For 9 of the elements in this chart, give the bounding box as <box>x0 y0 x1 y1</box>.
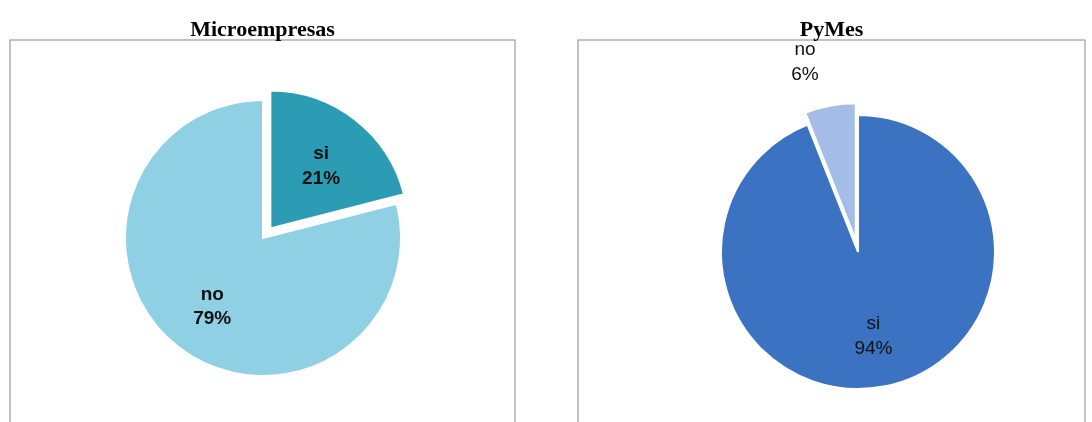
data-label: 21% <box>302 166 341 188</box>
data-label: 6% <box>791 62 819 84</box>
data-label: 94% <box>854 336 893 358</box>
slice-label: si <box>313 142 330 164</box>
data-label: 79% <box>193 307 232 329</box>
slice-label: no <box>200 282 224 304</box>
slice-label: si <box>866 311 881 333</box>
chart-title: Microempresas <box>190 16 336 41</box>
chart-title: PyMes <box>799 16 864 41</box>
